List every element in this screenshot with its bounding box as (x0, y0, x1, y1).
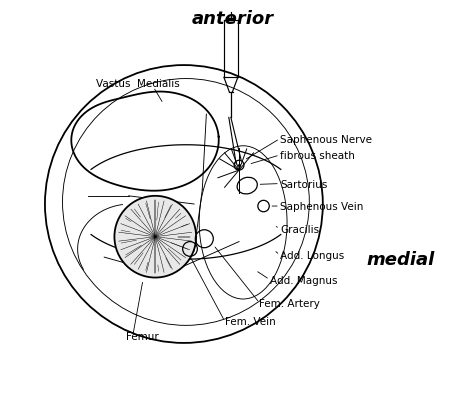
Text: Saphenous Vein: Saphenous Vein (280, 202, 363, 211)
Circle shape (114, 196, 196, 278)
Text: Gracilis: Gracilis (280, 224, 319, 234)
Text: Fem. Artery: Fem. Artery (259, 298, 320, 308)
Text: Fem. Vein: Fem. Vein (225, 317, 275, 326)
Text: anterior: anterior (192, 10, 274, 28)
Text: Saphenous Nerve: Saphenous Nerve (280, 134, 372, 144)
Text: Femur: Femur (126, 331, 159, 341)
Text: Add. Longus: Add. Longus (280, 250, 344, 261)
Text: Add. Magnus: Add. Magnus (270, 275, 337, 285)
Text: medial: medial (367, 251, 435, 268)
Text: fibrous sheath: fibrous sheath (280, 151, 355, 161)
Text: Sartorius: Sartorius (280, 179, 327, 189)
Text: Vastus  Medialis: Vastus Medialis (96, 79, 180, 89)
